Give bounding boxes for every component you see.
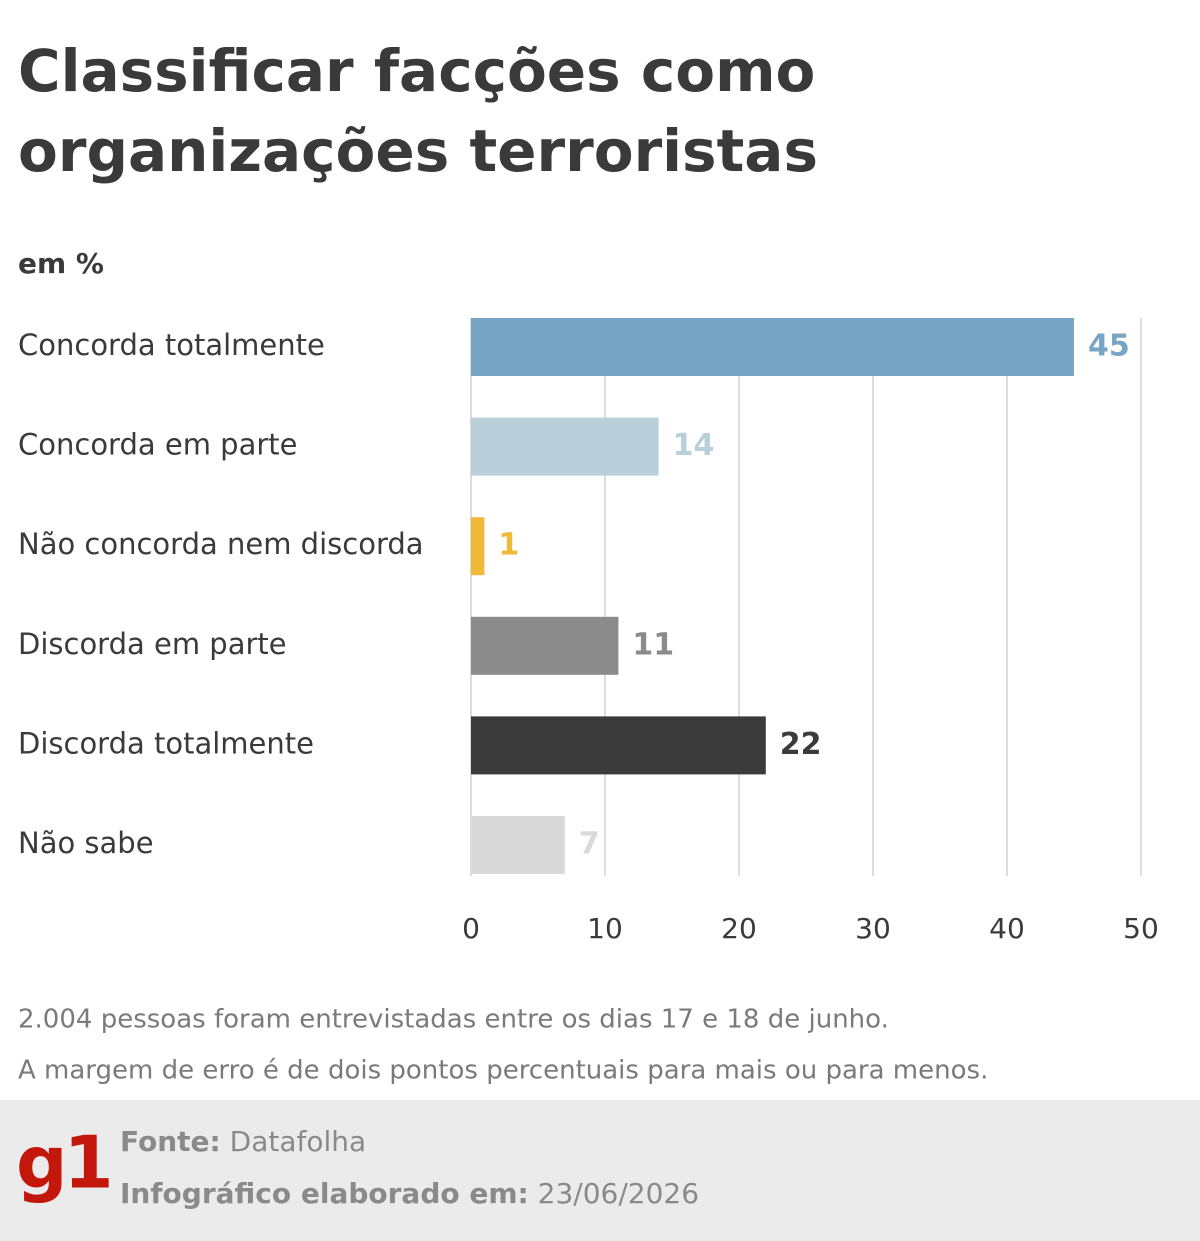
x-tick-label: 10 <box>587 912 623 945</box>
value-label: 14 <box>673 428 715 463</box>
y-tick-label: Concorda totalmente <box>18 328 325 362</box>
y-tick-label: Concorda em parte <box>18 428 298 462</box>
subtitle: em % <box>18 247 104 280</box>
bar <box>471 318 1074 376</box>
x-tick-label: 50 <box>1123 912 1159 945</box>
source: Fonte: Datafolha <box>120 1125 366 1158</box>
source-value: Datafolha <box>230 1125 367 1158</box>
footer-band <box>0 1100 1200 1241</box>
bar <box>471 616 619 675</box>
source-label: Fonte: <box>120 1125 221 1158</box>
y-tick-label: Não concorda nem discorda <box>18 527 424 561</box>
value-label: 7 <box>579 827 600 862</box>
value-label: 11 <box>632 627 674 662</box>
bar <box>471 716 766 775</box>
chart-title: organizações terroristas <box>18 117 818 185</box>
y-tick-label: Não sabe <box>18 826 154 860</box>
bar <box>471 816 565 874</box>
x-tick-label: 40 <box>989 912 1025 945</box>
created: Infográfico elaborado em: 23/06/2026 <box>120 1177 699 1210</box>
created-value: 23/06/2026 <box>538 1177 699 1210</box>
x-tick-label: 0 <box>462 912 480 945</box>
value-label: 45 <box>1088 329 1130 364</box>
created-label: Infográfico elaborado em: <box>120 1177 529 1210</box>
chart-title: Classificar facções como <box>18 37 815 105</box>
note: A margem de erro é de dois pontos percen… <box>18 1056 988 1086</box>
y-tick-label: Discorda em parte <box>18 627 287 661</box>
bar <box>471 517 485 576</box>
x-tick-label: 30 <box>855 912 891 945</box>
logo: g1 <box>16 1121 110 1205</box>
value-label: 22 <box>780 727 822 762</box>
y-tick-label: Discorda totalmente <box>18 726 314 760</box>
note: 2.004 pessoas foram entrevistadas entre … <box>18 1005 889 1035</box>
x-tick-label: 20 <box>721 912 757 945</box>
value-label: 1 <box>498 528 519 563</box>
bar <box>471 417 659 476</box>
